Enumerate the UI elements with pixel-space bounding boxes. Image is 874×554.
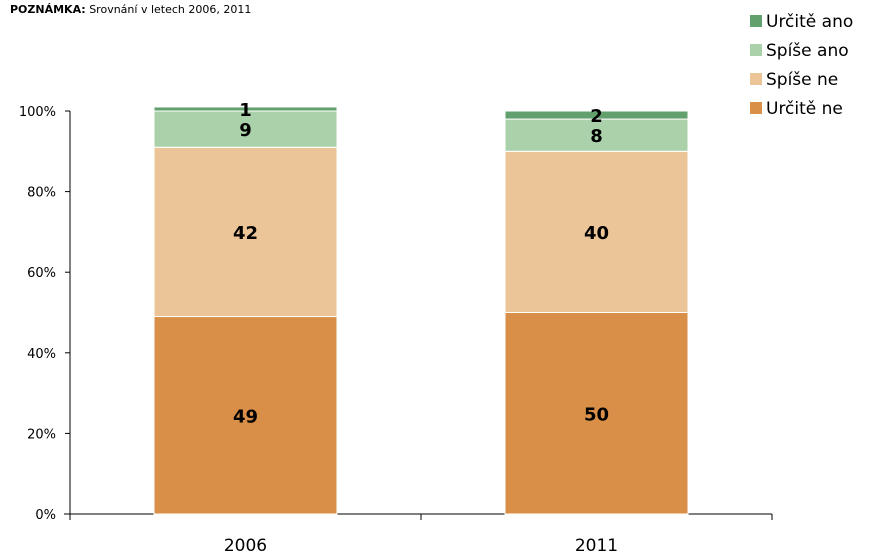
- bar-data-label: 49: [233, 406, 258, 427]
- note-text: Srovnání v letech 2006, 2011: [89, 3, 252, 16]
- legend-swatch: [750, 44, 762, 56]
- bar-data-label: 42: [233, 223, 258, 244]
- bar-data-label: 9: [239, 120, 252, 141]
- legend-swatch: [750, 15, 762, 27]
- note-label: POZNÁMKA:: [10, 3, 86, 16]
- y-tick-label: 60%: [27, 266, 56, 281]
- bar-segment: [153, 110, 338, 148]
- bar-segment: [504, 110, 689, 120]
- bar-data-label: 40: [584, 223, 609, 244]
- y-tick-label: 80%: [27, 186, 56, 201]
- bar-segment: [153, 316, 338, 515]
- chart-note: POZNÁMKA: Srovnání v letech 2006, 2011: [10, 2, 251, 18]
- x-category-label: 2006: [224, 536, 267, 554]
- y-tick-label: 0%: [35, 508, 56, 523]
- legend-label: Spíše ne: [766, 70, 838, 90]
- bar-data-label: 8: [590, 126, 603, 147]
- legend-label: Určitě ano: [766, 12, 853, 32]
- y-tick-label: 40%: [27, 347, 56, 362]
- legend-swatch: [750, 102, 762, 114]
- bar-segment: [504, 312, 689, 515]
- legend-label: Spíše ano: [766, 41, 849, 61]
- legend-label: Určitě ne: [766, 99, 843, 119]
- y-tick-label: 20%: [27, 427, 56, 442]
- bar-segment: [504, 118, 689, 152]
- bar-segment: [153, 106, 338, 112]
- bar-data-label: 2: [590, 106, 603, 127]
- bar-data-label: 50: [584, 404, 609, 425]
- chart-bars: [153, 106, 689, 515]
- bar-data-label: 1: [239, 100, 252, 121]
- x-category-label: 2011: [575, 536, 618, 554]
- y-tick-label: 100%: [19, 105, 56, 120]
- chart-legend: Určitě ano Spíše ano Spíše ne Určitě ne: [750, 12, 853, 119]
- chart-data-labels: 49 42 91 50 40 82: [233, 100, 609, 427]
- legend-swatch: [750, 73, 762, 85]
- bar-segment: [153, 146, 338, 318]
